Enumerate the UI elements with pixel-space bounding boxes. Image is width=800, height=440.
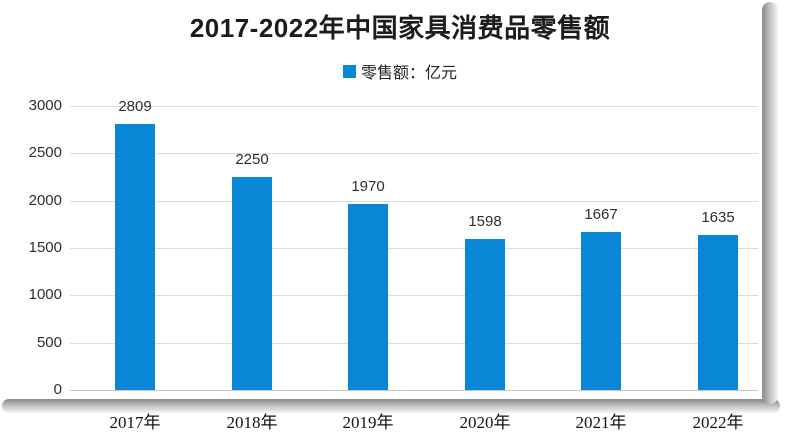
x-axis-category-label: 2019年 — [342, 413, 394, 432]
gridline — [70, 248, 758, 249]
y-axis-tick-label: 2500 — [28, 144, 62, 161]
y-axis-tick-label: 500 — [36, 334, 62, 351]
y-axis-tick-label: 1000 — [28, 286, 62, 303]
bar — [581, 232, 621, 390]
x-axis-category-label: 2022年 — [692, 413, 744, 432]
y-axis-tick-label: 2000 — [28, 192, 62, 209]
bar-value-label: 1635 — [701, 209, 735, 226]
right-shadow-edge — [762, 2, 778, 404]
legend-marker-icon — [342, 64, 356, 78]
y-axis-tick-label: 3000 — [28, 97, 62, 114]
bar — [232, 177, 272, 390]
bar — [115, 124, 155, 390]
chart-title: 2017-2022年中国家具消费品零售额 — [189, 13, 611, 43]
gridline — [70, 153, 758, 154]
legend: 零售额：亿元 — [0, 59, 800, 83]
x-axis-category-label: 2018年 — [226, 413, 278, 432]
bar-value-label: 1970 — [351, 178, 385, 195]
x-axis-category-label: 2020年 — [459, 413, 511, 432]
x-axis-category-label: 2021年 — [575, 413, 627, 432]
x-axis-line — [70, 390, 758, 391]
bar — [348, 204, 388, 390]
legend-label: 零售额：亿元 — [360, 65, 457, 82]
bottom-shadow-edge — [2, 399, 780, 413]
gridline — [70, 295, 758, 296]
bar-value-label: 2250 — [235, 151, 269, 168]
gridline — [70, 201, 758, 202]
bar-value-label: 1667 — [584, 206, 618, 223]
x-axis-category-label: 2017年 — [109, 413, 161, 432]
bar-value-label: 2809 — [118, 98, 152, 115]
y-axis-tick-label: 1500 — [28, 239, 62, 256]
bar — [465, 239, 505, 390]
gridline — [70, 343, 758, 344]
gridline — [70, 106, 758, 107]
bar — [698, 235, 738, 390]
y-axis-tick-label: 0 — [53, 381, 62, 398]
bar-value-label: 1598 — [468, 213, 502, 230]
